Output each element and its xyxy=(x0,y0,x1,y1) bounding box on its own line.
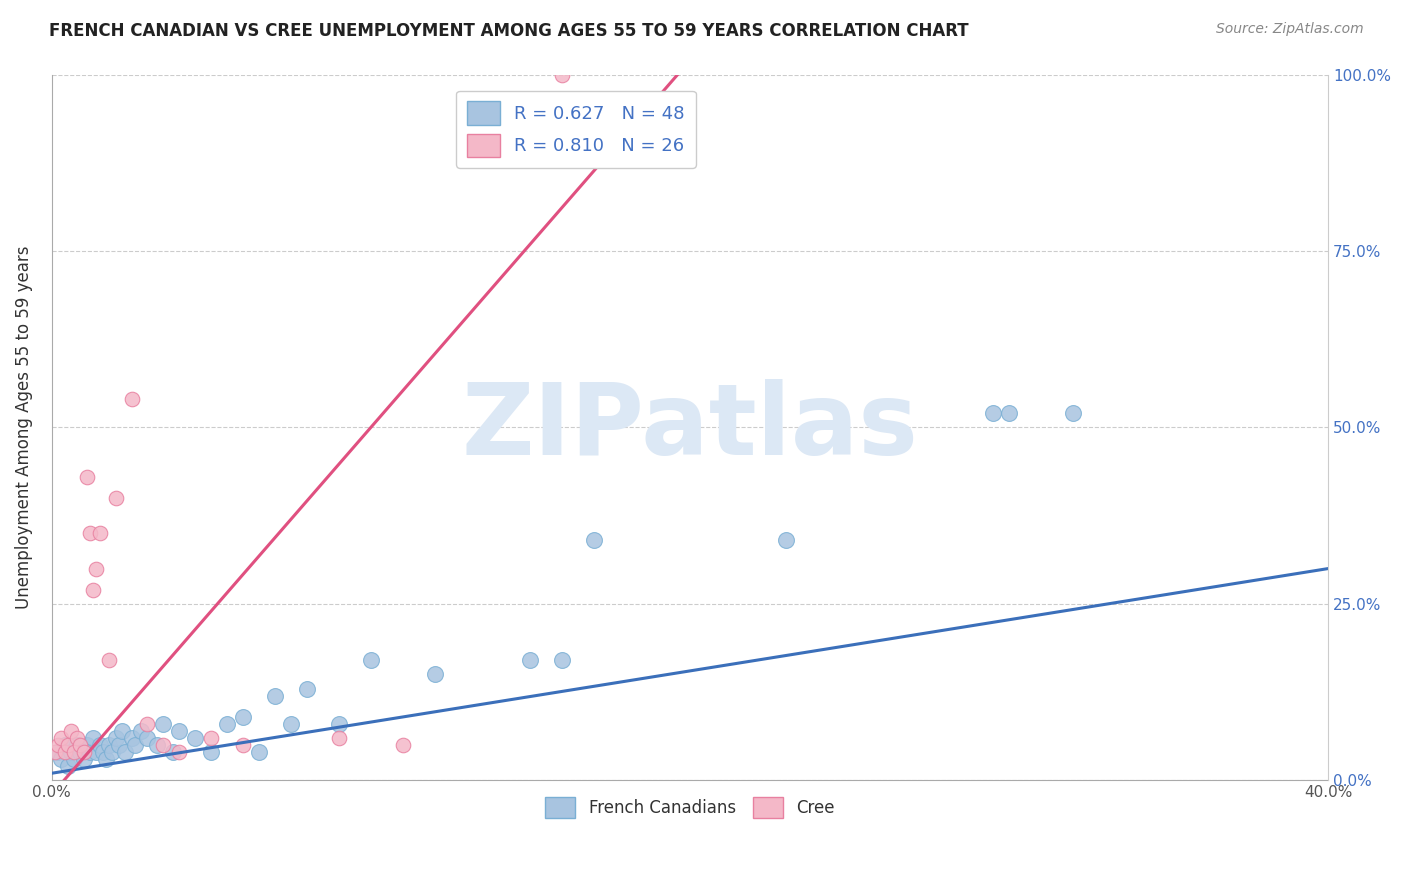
Point xyxy=(89,526,111,541)
Point xyxy=(107,738,129,752)
Point xyxy=(46,738,69,752)
Point xyxy=(98,738,121,752)
Point xyxy=(328,716,350,731)
Point xyxy=(264,689,287,703)
Point xyxy=(79,745,101,759)
Point xyxy=(94,752,117,766)
Point xyxy=(76,738,98,752)
Point xyxy=(46,745,69,759)
Point xyxy=(56,759,79,773)
Point xyxy=(73,745,96,759)
Point xyxy=(69,738,91,752)
Y-axis label: Unemployment Among Ages 55 to 59 years: Unemployment Among Ages 55 to 59 years xyxy=(15,245,32,609)
Text: FRENCH CANADIAN VS CREE UNEMPLOYMENT AMONG AGES 55 TO 59 YEARS CORRELATION CHART: FRENCH CANADIAN VS CREE UNEMPLOYMENT AMO… xyxy=(49,22,969,40)
Point xyxy=(104,731,127,745)
Point xyxy=(981,406,1004,420)
Point xyxy=(82,731,104,745)
Point xyxy=(551,68,574,82)
Point xyxy=(280,716,302,731)
Point xyxy=(66,738,89,752)
Point xyxy=(59,745,82,759)
Point xyxy=(63,752,86,766)
Legend: French Canadians, Cree: French Canadians, Cree xyxy=(538,790,841,825)
Point xyxy=(146,738,169,752)
Point xyxy=(86,561,108,575)
Point xyxy=(232,710,254,724)
Point xyxy=(53,745,76,759)
Point xyxy=(121,392,143,407)
Point xyxy=(169,723,191,738)
Point xyxy=(76,470,98,484)
Point xyxy=(89,738,111,752)
Point xyxy=(44,745,66,759)
Point xyxy=(775,533,797,548)
Point xyxy=(998,406,1021,420)
Point xyxy=(53,738,76,752)
Point xyxy=(114,745,136,759)
Point xyxy=(200,745,222,759)
Point xyxy=(200,731,222,745)
Point xyxy=(129,723,152,738)
Point xyxy=(73,752,96,766)
Point xyxy=(51,752,73,766)
Point xyxy=(121,731,143,745)
Point xyxy=(169,745,191,759)
Point xyxy=(51,731,73,745)
Point xyxy=(583,533,606,548)
Point xyxy=(104,491,127,505)
Point xyxy=(217,716,239,731)
Point xyxy=(91,745,114,759)
Text: ZIPatlas: ZIPatlas xyxy=(461,379,918,476)
Point xyxy=(360,653,382,667)
Point xyxy=(247,745,270,759)
Point xyxy=(136,716,159,731)
Point xyxy=(232,738,254,752)
Point xyxy=(111,723,134,738)
Point xyxy=(551,653,574,667)
Point xyxy=(56,738,79,752)
Point xyxy=(136,731,159,745)
Point xyxy=(124,738,146,752)
Point xyxy=(391,738,413,752)
Point xyxy=(519,653,541,667)
Point xyxy=(98,653,121,667)
Point xyxy=(66,731,89,745)
Point xyxy=(69,745,91,759)
Point xyxy=(184,731,207,745)
Point xyxy=(152,716,174,731)
Point xyxy=(423,667,446,681)
Point xyxy=(63,745,86,759)
Point xyxy=(86,745,108,759)
Text: Source: ZipAtlas.com: Source: ZipAtlas.com xyxy=(1216,22,1364,37)
Point xyxy=(152,738,174,752)
Point xyxy=(1062,406,1084,420)
Point xyxy=(295,681,318,696)
Point xyxy=(79,526,101,541)
Point xyxy=(59,723,82,738)
Point xyxy=(82,582,104,597)
Point xyxy=(328,731,350,745)
Point xyxy=(101,745,124,759)
Point xyxy=(162,745,184,759)
